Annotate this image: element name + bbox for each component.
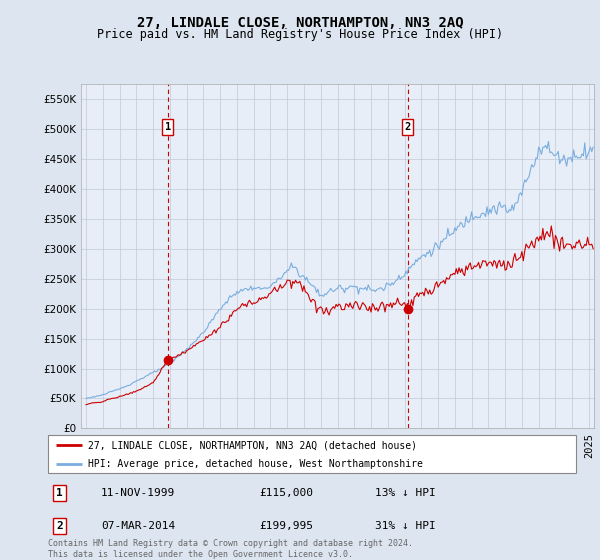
Text: 11-NOV-1999: 11-NOV-1999 xyxy=(101,488,175,498)
Text: 27, LINDALE CLOSE, NORTHAMPTON, NN3 2AQ (detached house): 27, LINDALE CLOSE, NORTHAMPTON, NN3 2AQ … xyxy=(88,440,416,450)
Text: £199,995: £199,995 xyxy=(259,521,313,531)
Text: £115,000: £115,000 xyxy=(259,488,313,498)
Text: 1: 1 xyxy=(56,488,63,498)
Text: 13% ↓ HPI: 13% ↓ HPI xyxy=(376,488,436,498)
Text: 31% ↓ HPI: 31% ↓ HPI xyxy=(376,521,436,531)
Text: 2: 2 xyxy=(56,521,63,531)
FancyBboxPatch shape xyxy=(48,435,576,473)
Text: 27, LINDALE CLOSE, NORTHAMPTON, NN3 2AQ: 27, LINDALE CLOSE, NORTHAMPTON, NN3 2AQ xyxy=(137,16,463,30)
Text: HPI: Average price, detached house, West Northamptonshire: HPI: Average price, detached house, West… xyxy=(88,459,422,469)
Text: Contains HM Land Registry data © Crown copyright and database right 2024.
This d: Contains HM Land Registry data © Crown c… xyxy=(48,539,413,559)
Text: 07-MAR-2014: 07-MAR-2014 xyxy=(101,521,175,531)
Text: 1: 1 xyxy=(164,122,171,132)
Text: 2: 2 xyxy=(404,122,411,132)
Text: Price paid vs. HM Land Registry's House Price Index (HPI): Price paid vs. HM Land Registry's House … xyxy=(97,28,503,41)
